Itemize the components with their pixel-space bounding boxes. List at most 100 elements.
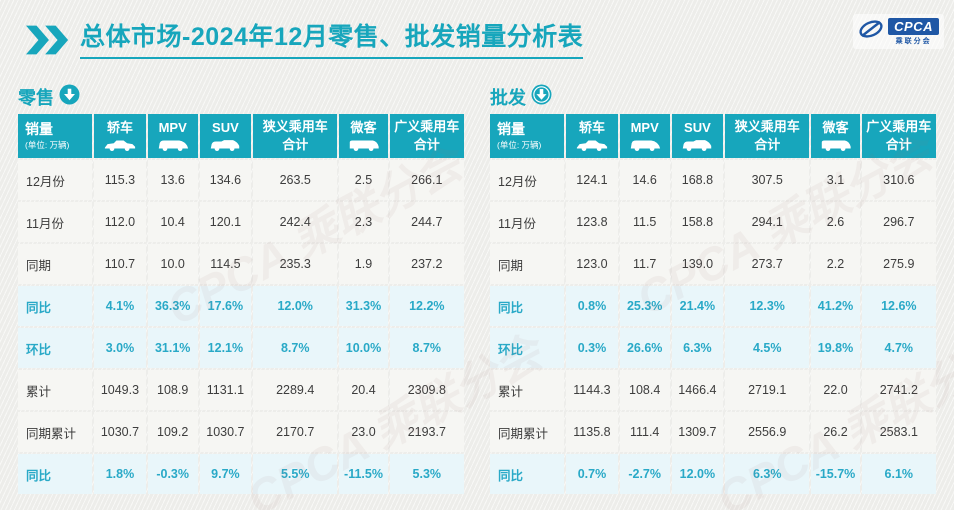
table-cell: 11.5 <box>619 202 670 242</box>
suv-icon <box>681 138 713 152</box>
column-header: MPV <box>619 114 670 158</box>
column-label: 轿车 <box>578 120 605 136</box>
page-title-rest: -2024年12月零售、批发销量分析表 <box>182 23 584 51</box>
table-cell: 25.3% <box>619 286 670 326</box>
table-row: 环比 0.3% 26.6% 6.3% 4.5% 19.8% 4.7% <box>490 328 936 368</box>
table-cell: 11.7 <box>619 244 670 284</box>
table-cell: 19.8% <box>811 328 860 368</box>
table-cell: 109.2 <box>147 412 198 452</box>
table-cell: 13.6 <box>147 160 198 200</box>
table-cell: -2.7% <box>619 454 670 494</box>
table-cell: 275.9 <box>861 244 936 284</box>
table-cell: 12.0% <box>253 286 338 326</box>
table-cell: 2.6 <box>811 202 860 242</box>
section-label-retail: 零售 <box>18 84 80 110</box>
table-row: 12月份 115.3 13.6 134.6 263.5 2.5 266.1 <box>18 160 464 200</box>
table-cell: 0.7% <box>566 454 618 494</box>
table-cell: 273.7 <box>725 244 810 284</box>
table-cell: 8.7% <box>253 328 338 368</box>
retail-section-title: 零售 <box>18 88 54 108</box>
row-label: 同期 <box>490 244 565 284</box>
table-cell: 2.2 <box>811 244 860 284</box>
row-label: 累计 <box>490 370 565 410</box>
row-label: 同期累计 <box>18 412 93 452</box>
row-label: 同期 <box>18 244 93 284</box>
table-cell: 1.9 <box>339 244 388 284</box>
table-cell: 168.8 <box>671 160 724 200</box>
mpv-icon <box>629 138 661 152</box>
table-corner-cell: 销量 (单位: 万辆) <box>18 114 93 158</box>
table-cell: 14.6 <box>619 160 670 200</box>
table-cell: 2.3 <box>339 202 388 242</box>
table-cell: 1466.4 <box>671 370 724 410</box>
table-row: 同期累计 1135.8 111.4 1309.7 2556.9 26.2 2583.1 <box>490 412 936 452</box>
cpca-logo-subtext: 乘联分会 <box>895 37 932 45</box>
table-cell: 2289.4 <box>253 370 338 410</box>
table-row: 同比 1.8% -0.3% 9.7% 5.5% -11.5% 5.3% <box>18 454 464 494</box>
corner-label: 销量 <box>497 121 525 138</box>
table-cell: 108.9 <box>147 370 198 410</box>
table-cell: 123.8 <box>566 202 618 242</box>
table-cell: -11.5% <box>339 454 388 494</box>
table-cell: 1144.3 <box>566 370 618 410</box>
corner-unit-note: (单位: 万辆) <box>497 139 542 150</box>
arrow-down-circle-icon <box>59 84 80 110</box>
table-cell: 21.4% <box>671 286 724 326</box>
table-cell: 1309.7 <box>671 412 724 452</box>
table-cell: 307.5 <box>725 160 810 200</box>
table-cell: 263.5 <box>253 160 338 200</box>
table-row: 环比 3.0% 31.1% 12.1% 8.7% 10.0% 8.7% <box>18 328 464 368</box>
column-label: 狭义乘用车 <box>262 119 328 135</box>
table-cell: 115.3 <box>94 160 146 200</box>
column-sublabel: 合计 <box>413 136 440 152</box>
table-cell: 10.0 <box>147 244 198 284</box>
table-cell: 2309.8 <box>389 370 464 410</box>
table-cell: 123.0 <box>566 244 618 284</box>
column-label: 微客 <box>822 120 849 136</box>
table-cell: 2583.1 <box>861 412 936 452</box>
table-cell: 124.1 <box>566 160 618 200</box>
table-cell: 6.3% <box>725 454 810 494</box>
row-label: 环比 <box>18 328 93 368</box>
table-row: 12月份 124.1 14.6 168.8 307.5 3.1 310.6 <box>490 160 936 200</box>
table-cell: 111.4 <box>619 412 670 452</box>
table-cell: 12.2% <box>389 286 464 326</box>
table-cell: 1131.1 <box>199 370 252 410</box>
column-header: SUV <box>671 114 724 158</box>
wholesale-table-wrap: 销量 (单位: 万辆) 轿车 MPV SUV 狭义乘用车 合计 微客 广义乘用车 合计 12月份 12… <box>488 112 938 496</box>
column-header: 狭义乘用车 合计 <box>253 114 338 158</box>
table-cell: 26.2 <box>811 412 860 452</box>
table-cell: 2741.2 <box>861 370 936 410</box>
table-cell: 158.8 <box>671 202 724 242</box>
sales-table: 销量 (单位: 万辆) 轿车 MPV SUV 狭义乘用车 合计 微客 广义乘用车 合计 12月份 11… <box>16 112 466 496</box>
row-label: 累计 <box>18 370 93 410</box>
slide-title-bar: 总体市场-2024年12月零售、批发销量分析表 <box>26 22 584 60</box>
table-cell: 0.8% <box>566 286 618 326</box>
table-corner-cell: 销量 (单位: 万辆) <box>490 114 565 158</box>
table-cell: 3.1 <box>811 160 860 200</box>
table-cell: 3.0% <box>94 328 146 368</box>
table-cell: 12.3% <box>725 286 810 326</box>
table-row: 同比 4.1% 36.3% 17.6% 12.0% 31.3% 12.2% <box>18 286 464 326</box>
van-icon <box>820 138 852 152</box>
row-label: 同比 <box>490 286 565 326</box>
table-cell: 12.0% <box>671 454 724 494</box>
column-header: 广义乘用车 合计 <box>861 114 936 158</box>
table-cell: 112.0 <box>94 202 146 242</box>
section-label-wholesale: 批发 <box>490 84 552 110</box>
table-cell: 1030.7 <box>199 412 252 452</box>
table-cell: 22.0 <box>811 370 860 410</box>
table-cell: 5.3% <box>389 454 464 494</box>
table-cell: -15.7% <box>811 454 860 494</box>
table-row: 11月份 123.8 11.5 158.8 294.1 2.6 296.7 <box>490 202 936 242</box>
column-label: SUV <box>212 120 239 136</box>
table-cell: 6.1% <box>861 454 936 494</box>
column-sublabel: 合计 <box>282 136 309 152</box>
table-cell: 235.3 <box>253 244 338 284</box>
table-cell: 8.7% <box>389 328 464 368</box>
table-cell: 2.5 <box>339 160 388 200</box>
table-cell: 0.3% <box>566 328 618 368</box>
table-cell: 1135.8 <box>566 412 618 452</box>
table-cell: -0.3% <box>147 454 198 494</box>
table-cell: 10.0% <box>339 328 388 368</box>
